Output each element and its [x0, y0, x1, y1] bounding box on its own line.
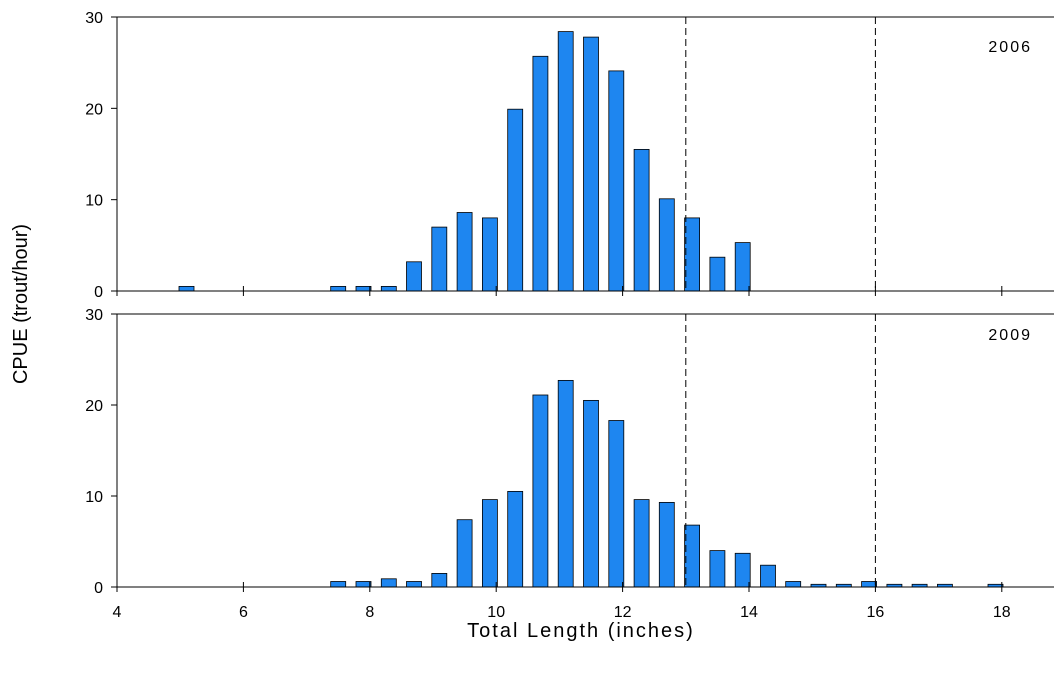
bar-top — [608, 70, 625, 292]
x-tick-label: 10 — [487, 604, 505, 621]
x-tick-label: 18 — [993, 604, 1011, 621]
year-label-top: 2006 — [988, 39, 1032, 56]
bar-top — [330, 285, 347, 292]
year-label-bottom: 2009 — [988, 327, 1032, 344]
y-axis-title: CPUE (trout/hour) — [10, 224, 32, 384]
bar-top — [456, 212, 473, 292]
x-tick-label: 12 — [614, 604, 632, 621]
bar-bottom — [380, 578, 397, 588]
bar-top — [658, 198, 675, 292]
panel-top: 0 10 20 30 2006 — [85, 10, 1054, 301]
x-tick-label: 14 — [740, 604, 758, 621]
bar-bottom — [734, 552, 751, 588]
x-axis-title: Total Length (inches) — [467, 620, 695, 642]
bar-top — [431, 226, 448, 292]
bar-bottom — [608, 420, 625, 588]
bar-bottom — [760, 564, 776, 588]
bar-bottom — [557, 379, 574, 588]
y-tick-label-top: 0 — [94, 284, 103, 301]
bar-bottom — [785, 581, 802, 588]
bar-top — [532, 55, 549, 292]
bar-bottom — [507, 490, 524, 588]
bar-top — [633, 148, 650, 292]
x-tick-label: 16 — [867, 604, 885, 621]
bar-bottom — [532, 394, 549, 588]
bar-bottom — [709, 550, 726, 588]
bar-bottom — [431, 573, 448, 588]
y-tick-label-bottom: 10 — [85, 489, 103, 506]
x-tick-label: 8 — [365, 604, 374, 621]
x-tick-label: 4 — [113, 604, 122, 621]
y-tick-label-bottom: 20 — [85, 398, 103, 415]
bar-bottom — [481, 499, 498, 588]
y-tick-label-top: 30 — [85, 10, 103, 27]
bar-top — [380, 285, 397, 292]
bar-top — [406, 261, 422, 292]
bar-bottom — [355, 581, 372, 588]
bar-bottom — [684, 524, 700, 588]
bar-top — [684, 217, 700, 292]
x-tick-label: 6 — [239, 604, 248, 621]
y-tick-label-bottom: 0 — [94, 580, 103, 597]
bar-bottom — [406, 581, 422, 588]
panel-bottom: 0 10 20 30 2009 — [85, 307, 1054, 597]
y-tick-label-top: 10 — [85, 193, 103, 210]
bar-top — [583, 36, 599, 292]
y-tick-label-bottom: 30 — [85, 307, 103, 324]
y-tick-label-top: 20 — [85, 101, 103, 118]
bar-top — [709, 256, 726, 292]
bar-top — [178, 285, 195, 292]
x-axis-ticks: 4 6 8 10 12 14 16 18 — [113, 604, 1011, 621]
bar-top — [507, 108, 524, 292]
bar-bottom — [583, 399, 599, 588]
bar-top — [481, 217, 498, 292]
bar-bottom — [330, 581, 347, 588]
bar-top — [355, 285, 372, 292]
bar-bottom — [658, 501, 675, 588]
bar-bottom — [456, 519, 473, 588]
bar-top — [734, 242, 751, 292]
bar-bottom — [633, 499, 650, 588]
bar-bottom — [861, 581, 877, 588]
bar-top — [557, 31, 574, 292]
